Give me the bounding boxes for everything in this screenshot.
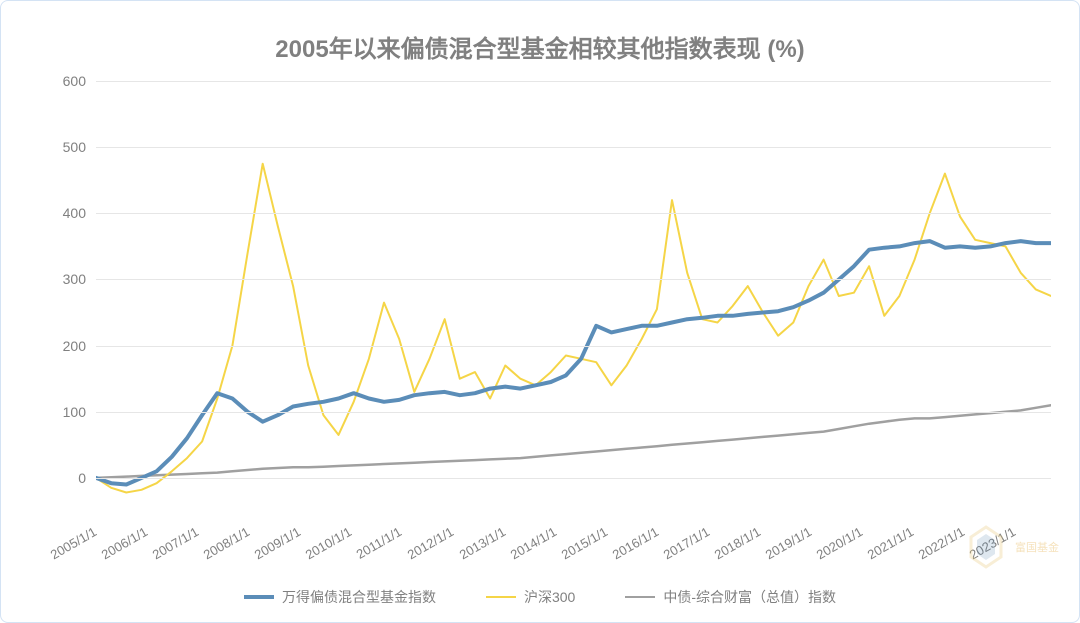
- y-axis-label: 400: [46, 205, 86, 221]
- chart-container: 2005年以来偏债混合型基金相较其他指数表现 (%) 0100200300400…: [0, 0, 1080, 623]
- x-axis-label: 2014/1/1: [507, 524, 558, 562]
- x-axis-label: 2013/1/1: [456, 524, 507, 562]
- x-axis-label: 2009/1/1: [252, 524, 303, 562]
- legend-swatch-2: [625, 596, 655, 599]
- x-axis-label: 2021/1/1: [865, 524, 916, 562]
- x-axis-label: 2005/1/1: [48, 524, 99, 562]
- gridline: [96, 279, 1051, 280]
- x-axis-label: 2022/1/1: [916, 524, 967, 562]
- gridline: [96, 412, 1051, 413]
- legend-item-1: 沪深300: [486, 587, 575, 607]
- legend-swatch-0: [244, 595, 274, 599]
- x-axis-label: 2012/1/1: [405, 524, 456, 562]
- legend-item-2: 中债-综合财富（总值）指数: [625, 587, 836, 607]
- chart-title: 2005年以来偏债混合型基金相较其他指数表现 (%): [1, 29, 1079, 64]
- legend-swatch-1: [486, 596, 516, 598]
- gridline: [96, 478, 1051, 479]
- series-line-2: [96, 405, 1051, 478]
- x-axis-label: 2020/1/1: [814, 524, 865, 562]
- y-axis-label: 500: [46, 139, 86, 155]
- x-axis-label: 2015/1/1: [558, 524, 609, 562]
- legend: 万得偏债混合型基金指数 沪深300 中债-综合财富（总值）指数: [1, 587, 1079, 607]
- x-axis-label: 2006/1/1: [99, 524, 150, 562]
- x-axis-label: 2018/1/1: [712, 524, 763, 562]
- legend-item-0: 万得偏债混合型基金指数: [244, 587, 436, 607]
- legend-label-2: 中债-综合财富（总值）指数: [663, 587, 836, 607]
- plot-area: 0100200300400500600: [96, 81, 1051, 511]
- x-axis-label: 2010/1/1: [303, 524, 354, 562]
- gridline: [96, 346, 1051, 347]
- x-axis-labels: 2005/1/12006/1/12007/1/12008/1/12009/1/1…: [96, 516, 1051, 576]
- watermark-icon: [961, 522, 1011, 572]
- x-axis-label: 2016/1/1: [610, 524, 661, 562]
- x-axis-label: 2017/1/1: [661, 524, 712, 562]
- legend-label-1: 沪深300: [524, 587, 575, 607]
- x-axis-label: 2011/1/1: [354, 524, 404, 562]
- y-axis-label: 300: [46, 271, 86, 287]
- y-axis-label: 200: [46, 338, 86, 354]
- chart-lines: [96, 81, 1051, 511]
- x-axis-label: 2008/1/1: [201, 524, 252, 562]
- y-axis-label: 600: [46, 73, 86, 89]
- x-axis-label: 2019/1/1: [763, 524, 814, 562]
- gridline: [96, 213, 1051, 214]
- y-axis-label: 0: [46, 470, 86, 486]
- legend-label-0: 万得偏债混合型基金指数: [282, 587, 436, 607]
- gridline: [96, 147, 1051, 148]
- gridline: [96, 81, 1051, 82]
- watermark: 富国基金: [961, 522, 1059, 572]
- watermark-text: 富国基金: [1015, 539, 1059, 555]
- y-axis-label: 100: [46, 404, 86, 420]
- x-axis-label: 2007/1/1: [150, 524, 201, 562]
